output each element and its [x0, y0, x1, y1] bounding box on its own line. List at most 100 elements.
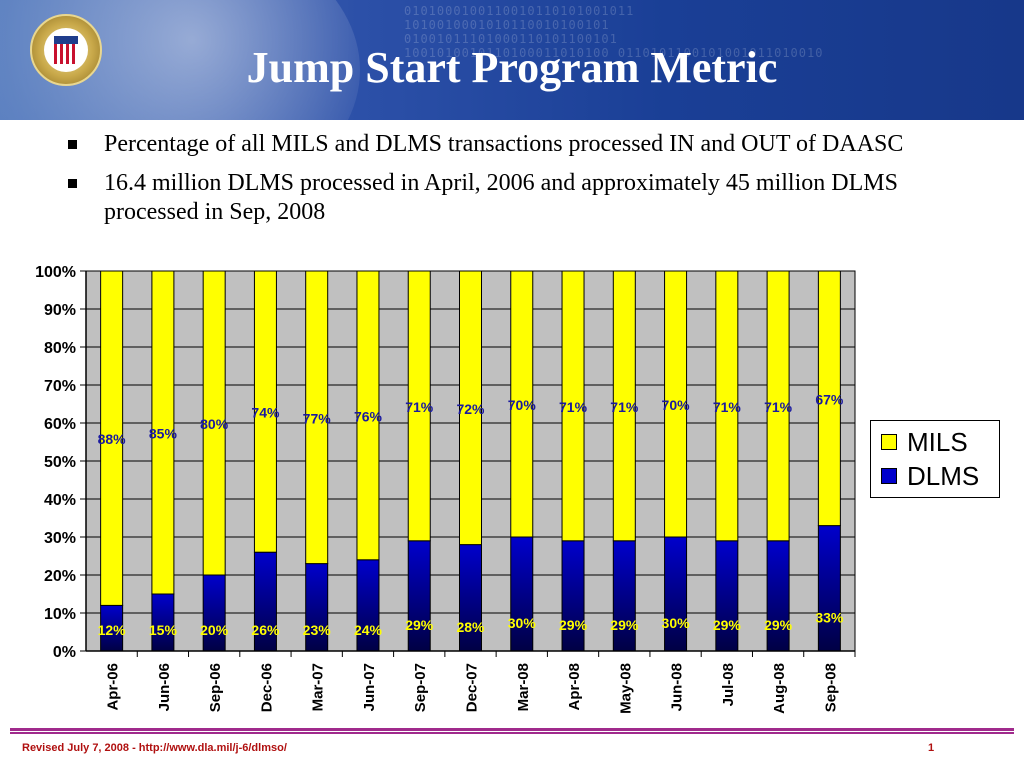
y-tick-label: 20% [44, 568, 76, 585]
y-tick-label: 50% [44, 454, 76, 471]
bar-mils [356, 270, 380, 561]
header-banner: 0101000100110010110101001011 10100100010… [0, 0, 1024, 120]
data-label-dlms: 26% [251, 622, 280, 638]
data-label-mils: 71% [610, 399, 639, 415]
y-tick-label: 30% [44, 530, 76, 547]
page-number: 1 [928, 742, 935, 754]
bar-dlms [459, 544, 482, 652]
data-label-dlms: 30% [508, 615, 537, 631]
bar-dlms [766, 540, 790, 652]
data-label-mils: 70% [508, 397, 537, 413]
square-bullet-icon [68, 179, 77, 188]
bullet-list: Percentage of all MILS and DLMS transact… [68, 130, 968, 237]
bullet-text: 16.4 million DLMS processed in April, 20… [104, 170, 898, 225]
x-tick-label: Sep-08 [822, 663, 839, 712]
slide-title: Jump Start Program Metric [246, 43, 778, 92]
stacked-bar-chart: 0% 10% 20% 30% 40% 50% 60% 70% 80% 90% 100% Apr-06 1… [35, 264, 856, 714]
data-label-mils: 70% [662, 397, 691, 413]
x-tick-label: Jun-06 [156, 663, 173, 711]
data-label-mils: 80% [200, 416, 229, 432]
y-tick-label: 40% [44, 492, 76, 509]
square-bullet-icon [68, 140, 77, 149]
bar-dlms [510, 536, 534, 652]
bar-mils [459, 270, 482, 546]
binary-pattern: 0101000100110010110101001011 10100100010… [404, 4, 824, 60]
bar-mils [305, 270, 329, 565]
data-label-dlms: 29% [405, 617, 434, 633]
agency-seal-icon [30, 14, 102, 86]
data-label-mils: 71% [405, 399, 434, 415]
bar-mils [612, 270, 636, 542]
bar-mils [664, 270, 688, 538]
data-label-mils: 71% [713, 399, 742, 415]
x-tick-label: Jun-08 [669, 663, 686, 711]
data-label-mils: 74% [251, 405, 280, 421]
x-tick-label: Dec-07 [464, 663, 481, 712]
x-tick-label: Sep-07 [412, 663, 429, 712]
legend-label-dlms: DLMS [907, 461, 980, 491]
x-tick-label: Apr-06 [105, 663, 122, 711]
x-tick-label: Dec-06 [258, 663, 275, 712]
footer-revision-text: Revised July 7, 2008 - http://www.dla.mi… [22, 742, 287, 754]
y-tick-label: 80% [44, 340, 76, 357]
bar-dlms [664, 536, 688, 652]
data-label-dlms: 28% [456, 619, 485, 635]
y-tick-label: 90% [44, 302, 76, 319]
data-label-mils: 71% [559, 399, 588, 415]
data-label-mils: 72% [456, 401, 485, 417]
legend-swatch-mils [881, 434, 897, 450]
bar-dlms [561, 540, 585, 652]
bar-dlms [202, 574, 226, 652]
bullet-item: 16.4 million DLMS processed in April, 20… [68, 169, 968, 227]
data-label-dlms: 24% [354, 622, 383, 638]
bar-mils [151, 270, 175, 595]
y-tick-label: 70% [44, 378, 76, 395]
data-label-dlms: 30% [662, 615, 691, 631]
data-label-mils: 88% [98, 431, 127, 447]
bar-mils [715, 270, 739, 542]
y-tick-label: 0% [53, 644, 76, 661]
data-label-mils: 67% [815, 391, 844, 407]
x-tick-label: Jul-08 [720, 663, 737, 706]
y-tick-label: 100% [35, 264, 76, 281]
x-tick-label: Sep-06 [207, 663, 224, 712]
x-tick-label: Mar-07 [310, 663, 327, 711]
x-tick-label: Aug-08 [771, 663, 788, 714]
data-label-dlms: 23% [303, 622, 332, 638]
bar-dlms [407, 540, 431, 652]
data-label-mils: 71% [764, 399, 793, 415]
x-tick-label: May-08 [617, 663, 634, 714]
bar-mils [253, 270, 277, 553]
legend-label-mils: MILS [907, 427, 968, 457]
data-label-mils: 77% [303, 410, 332, 426]
data-label-dlms: 33% [815, 609, 844, 625]
data-label-mils: 85% [149, 426, 178, 442]
data-label-mils: 76% [354, 408, 383, 424]
data-label-dlms: 12% [98, 622, 127, 638]
x-tick-label: Jun-07 [361, 663, 378, 711]
footer-divider [10, 728, 1014, 734]
x-tick-label: Apr-08 [566, 663, 583, 711]
bullet-item: Percentage of all MILS and DLMS transact… [68, 130, 968, 159]
data-label-dlms: 20% [200, 622, 229, 638]
data-label-dlms: 29% [610, 617, 639, 633]
bar-dlms [612, 540, 636, 652]
x-tick-label: Mar-08 [515, 663, 532, 711]
bar-mils [510, 270, 534, 538]
chart-legend: MILS DLMS [870, 420, 1000, 498]
data-label-dlms: 29% [713, 617, 742, 633]
data-label-dlms: 15% [149, 622, 178, 638]
legend-swatch-dlms [881, 468, 897, 484]
bar-mils [766, 270, 790, 542]
bar-mils [100, 270, 124, 606]
bar-dlms [817, 525, 841, 652]
bar-mils [202, 270, 226, 576]
y-tick-label: 60% [44, 416, 76, 433]
data-label-dlms: 29% [559, 617, 588, 633]
bar-mils [407, 270, 431, 542]
data-label-dlms: 29% [764, 617, 793, 633]
bar-mils [561, 270, 585, 542]
y-tick-label: 10% [44, 606, 76, 623]
bar-dlms [715, 540, 739, 652]
bullet-text: Percentage of all MILS and DLMS transact… [104, 131, 904, 157]
